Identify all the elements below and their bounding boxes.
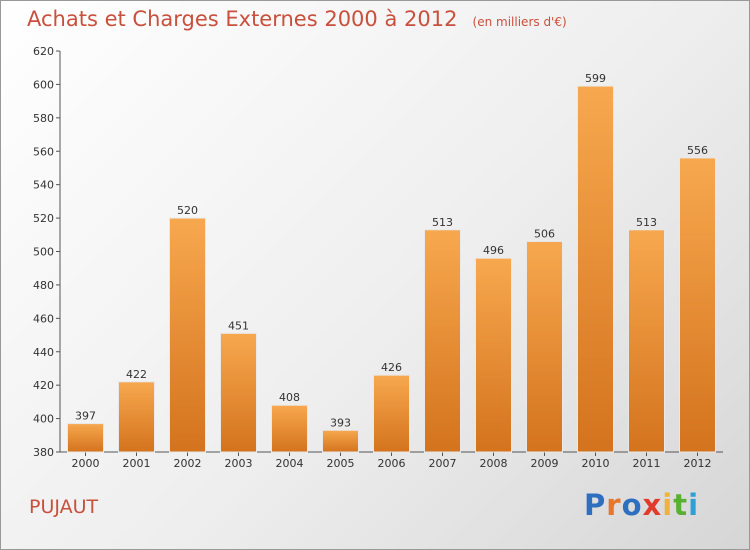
- bar-2000: [67, 423, 104, 453]
- x-tick-label-2008: 2008: [480, 457, 508, 470]
- y-tick-label: 420: [33, 379, 54, 392]
- value-label-2010: 599: [585, 72, 606, 85]
- x-tick-label-2006: 2006: [378, 457, 406, 470]
- bar-2007: [424, 229, 461, 453]
- logo-letter: x: [642, 488, 663, 522]
- bar-2008: [475, 257, 512, 453]
- logo-letter: t: [673, 488, 689, 522]
- y-tick-label: 560: [33, 145, 54, 158]
- logo-letter: o: [621, 488, 643, 522]
- bars: [67, 85, 716, 453]
- bar-2002: [169, 217, 206, 453]
- y-tick-label: 520: [33, 212, 54, 225]
- x-tick-label-2004: 2004: [276, 457, 304, 470]
- x-tick-label-2012: 2012: [684, 457, 712, 470]
- y-tick-label: 400: [33, 413, 54, 426]
- y-tick-label: 440: [33, 346, 54, 359]
- x-tick-label-2010: 2010: [582, 457, 610, 470]
- chart-unit: (en milliers d'€): [472, 15, 567, 29]
- y-tick-label: 380: [33, 446, 54, 459]
- x-tick-label-2002: 2002: [174, 457, 202, 470]
- value-label-2012: 556: [687, 144, 708, 157]
- value-label-2003: 451: [228, 319, 249, 332]
- value-label-2005: 393: [330, 416, 351, 429]
- y-tick-label: 500: [33, 246, 54, 259]
- bar-2012: [679, 157, 716, 453]
- bar-2011: [628, 229, 665, 453]
- axes: 380 400 420 440 460 480 500 520 540 560 580 600 620: [33, 45, 723, 459]
- x-tick-label-2001: 2001: [123, 457, 151, 470]
- value-label-2011: 513: [636, 216, 657, 229]
- value-label-2009: 506: [534, 227, 555, 240]
- bar-2009: [526, 240, 563, 453]
- logo-letter: i: [662, 488, 674, 522]
- y-tick-label: 480: [33, 279, 54, 292]
- x-tick-label-2009: 2009: [531, 457, 559, 470]
- place-name: PUJAUT: [29, 496, 99, 518]
- x-tick-label-2003: 2003: [225, 457, 253, 470]
- logo-letter: P: [584, 488, 607, 522]
- value-label-2004: 408: [279, 391, 300, 404]
- bar-2005: [322, 429, 359, 453]
- x-tick-label-2000: 2000: [72, 457, 100, 470]
- y-tick-label: 620: [33, 45, 54, 58]
- bar-2004: [271, 404, 308, 453]
- y-tick-label: 460: [33, 312, 54, 325]
- bar-2010: [577, 85, 614, 453]
- value-label-2000: 397: [75, 410, 96, 423]
- proxiti-logo: Proxiti: [584, 488, 699, 522]
- y-tick-label: 540: [33, 179, 54, 192]
- x-tick-label-2007: 2007: [429, 457, 457, 470]
- chart-title: Achats et Charges Externes 2000 à 2012: [27, 7, 458, 31]
- x-tick-label-2005: 2005: [327, 457, 355, 470]
- title-row: Achats et Charges Externes 2000 à 2012 (…: [27, 7, 567, 31]
- value-label-2002: 520: [177, 204, 198, 217]
- value-label-2006: 426: [381, 361, 402, 374]
- value-label-2007: 513: [432, 216, 453, 229]
- y-tick-label: 600: [33, 78, 54, 91]
- value-label-2008: 496: [483, 244, 504, 257]
- bar-2001: [118, 381, 155, 453]
- bar-2006: [373, 374, 410, 453]
- y-tick-label: 580: [33, 112, 54, 125]
- bar-2003: [220, 332, 257, 453]
- logo-letter: r: [606, 488, 622, 522]
- logo-letter: i: [688, 488, 700, 522]
- value-label-2001: 422: [126, 368, 147, 381]
- x-tick-label-2011: 2011: [633, 457, 661, 470]
- labels: 397 2000 422 2001 520 2002 451 2003 408 2004 393 20…: [72, 72, 712, 470]
